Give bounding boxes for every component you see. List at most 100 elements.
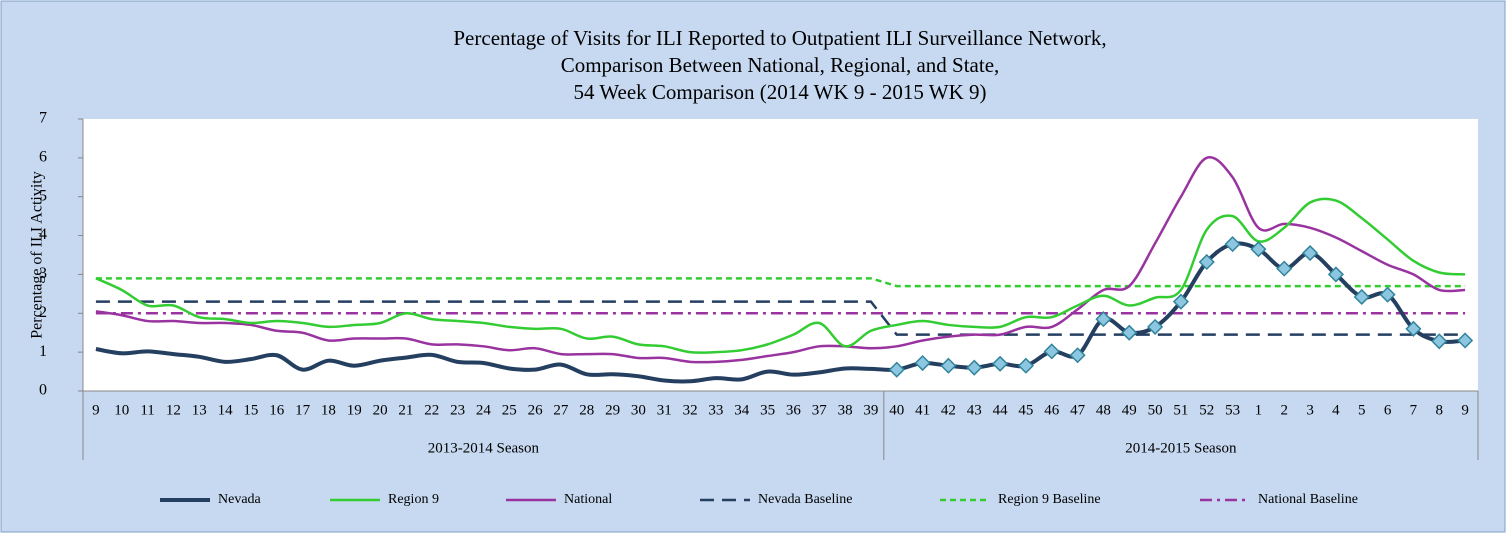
legend-label: National (564, 492, 612, 507)
x-tick-label: 31 (657, 402, 672, 418)
x-tick-label: 34 (734, 402, 750, 418)
y-tick-label: 3 (39, 265, 47, 282)
legend-label: Nevada (218, 492, 262, 507)
x-tick-label: 13 (192, 402, 207, 418)
x-tick-label: 8 (1436, 402, 1444, 418)
x-tick-label: 27 (553, 402, 569, 418)
point-marker (1069, 347, 1086, 364)
group-label: 2014-2015 Season (1125, 440, 1237, 456)
x-tick-label: 12 (166, 402, 181, 418)
x-tick-label: 50 (1148, 402, 1163, 418)
x-tick-label: 11 (140, 402, 154, 418)
x-tick-label: 9 (1461, 402, 1469, 418)
x-tick-label: 3 (1306, 402, 1314, 418)
x-tick-label: 20 (373, 402, 388, 418)
x-tick-label: 52 (1199, 402, 1214, 418)
chart-title: Percentage of Visits for ILI Reported to… (453, 26, 1106, 50)
point-marker (1379, 286, 1396, 303)
series-line (95, 156, 1466, 364)
point-marker (1250, 241, 1267, 258)
x-tick-label: 1 (1255, 402, 1263, 418)
x-tick-label: 44 (993, 402, 1009, 418)
legend-label: Region 9 (388, 492, 439, 507)
x-tick-label: 47 (1070, 402, 1086, 418)
x-tick-label: 23 (450, 402, 465, 418)
point-marker (1327, 266, 1344, 283)
x-tick-label: 35 (760, 402, 775, 418)
x-tick-label: 45 (1018, 402, 1033, 418)
legend-label: Nevada Baseline (758, 492, 852, 507)
y-tick-label: 2 (39, 304, 47, 321)
legend-label: Region 9 Baseline (998, 492, 1101, 507)
x-tick-label: 42 (941, 402, 956, 418)
x-tick-label: 41 (915, 402, 930, 418)
point-marker (1302, 244, 1319, 262)
x-tick-label: 25 (502, 402, 517, 418)
x-tick-label: 17 (295, 402, 311, 418)
point-marker (888, 361, 905, 378)
x-tick-label: 15 (243, 402, 258, 418)
y-tick-label: 1 (39, 343, 47, 360)
point-marker (1431, 333, 1448, 350)
x-tick-label: 16 (269, 402, 285, 418)
point-marker (1276, 260, 1293, 277)
point-marker (1172, 293, 1189, 310)
x-tick-label: 37 (812, 402, 828, 418)
point-marker (992, 355, 1009, 372)
chart-title: Comparison Between National, Regional, a… (561, 53, 1000, 77)
series-line (95, 197, 1466, 354)
x-tick-label: 30 (631, 402, 646, 418)
x-tick-label: 46 (1044, 402, 1060, 418)
x-tick-label: 40 (889, 402, 904, 418)
point-marker (966, 359, 983, 376)
x-tick-label: 9 (92, 402, 100, 418)
x-tick-label: 36 (786, 402, 802, 418)
point-marker (1017, 357, 1034, 374)
x-tick-label: 39 (863, 402, 878, 418)
x-tick-label: 33 (708, 402, 723, 418)
point-marker (1224, 236, 1241, 253)
plot-area (83, 119, 1478, 391)
series-line (95, 277, 1466, 288)
x-tick-label: 29 (605, 402, 620, 418)
x-tick-label: 22 (424, 402, 439, 418)
group-label: 2013-2014 Season (428, 440, 540, 456)
x-tick-label: 14 (218, 402, 234, 418)
legend-label: National Baseline (1258, 492, 1358, 507)
y-tick-label: 5 (39, 187, 47, 204)
y-tick-label: 4 (39, 226, 47, 243)
x-tick-label: 4 (1332, 402, 1340, 418)
x-tick-label: 6 (1384, 402, 1392, 418)
point-marker (1457, 332, 1474, 349)
x-tick-label: 24 (476, 402, 492, 418)
x-tick-label: 28 (579, 402, 594, 418)
point-marker (914, 354, 931, 372)
y-tick-label: 6 (39, 149, 47, 166)
point-marker (1121, 324, 1138, 341)
point-marker (1147, 318, 1164, 335)
x-tick-label: 10 (114, 402, 129, 418)
x-tick-label: 43 (967, 402, 982, 418)
x-tick-label: 7 (1410, 402, 1418, 418)
point-marker (1353, 288, 1370, 306)
point-marker (1095, 311, 1112, 328)
y-tick-label: 0 (39, 382, 47, 399)
series-line (95, 300, 1466, 336)
x-tick-label: 26 (528, 402, 544, 418)
point-marker (1043, 343, 1060, 360)
x-tick-label: 21 (398, 402, 413, 418)
point-marker (1198, 253, 1215, 271)
y-tick-label: 7 (39, 110, 47, 127)
x-tick-label: 49 (1122, 402, 1137, 418)
x-tick-label: 2 (1281, 402, 1289, 418)
x-tick-label: 48 (1096, 402, 1111, 418)
x-tick-label: 53 (1225, 402, 1240, 418)
point-marker (940, 357, 957, 374)
x-tick-label: 18 (321, 402, 336, 418)
chart-title: 54 Week Comparison (2014 WK 9 - 2015 WK … (573, 80, 986, 104)
y-axis-label: Percentage of ILI Activity (29, 171, 46, 339)
x-tick-label: 32 (683, 402, 698, 418)
point-marker (1405, 320, 1422, 337)
x-tick-label: 5 (1358, 402, 1366, 418)
